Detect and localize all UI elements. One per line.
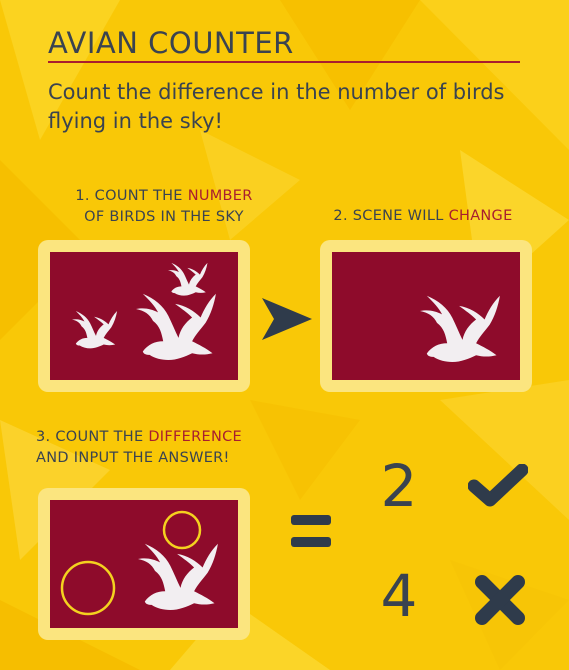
step-3-prefix: 3. COUNT THE xyxy=(36,429,149,445)
bird-icon xyxy=(138,543,218,610)
scene-1-birds xyxy=(72,262,216,360)
missing-bird-circle xyxy=(60,560,116,616)
page-title: AVIAN COUNTER xyxy=(48,26,294,60)
check-icon xyxy=(468,464,528,507)
scene-3-sky xyxy=(50,500,238,628)
step-3-label: 3. COUNT THE DIFFERENCE AND INPUT THE AN… xyxy=(36,427,298,469)
bird-icon xyxy=(136,293,216,360)
missing-bird-circle xyxy=(162,510,202,550)
scene-2-birds xyxy=(420,295,500,362)
title-underline xyxy=(48,61,520,63)
answer-option-2[interactable]: 2 xyxy=(380,452,418,520)
step-1-highlight: NUMBER xyxy=(187,188,253,204)
step-3-line2: AND INPUT THE ANSWER! xyxy=(36,450,230,466)
step-1-label: 1. COUNT THE NUMBER OF BIRDS IN THE SKY xyxy=(44,186,284,228)
step-3-highlight: DIFFERENCE xyxy=(148,429,242,445)
arrow-right-icon xyxy=(262,298,312,340)
step-2-highlight: CHANGE xyxy=(448,208,513,224)
scene-3-frame xyxy=(38,488,250,640)
scene-1-sky xyxy=(50,252,238,380)
step-1-line2: OF BIRDS IN THE SKY xyxy=(84,209,244,225)
scene-3-scene xyxy=(60,510,218,616)
step-2-label: 2. SCENE WILL CHANGE xyxy=(303,206,543,227)
scene-2-frame xyxy=(320,240,532,392)
step-1-prefix: 1. COUNT THE xyxy=(75,188,188,204)
bird-icon xyxy=(72,310,118,349)
bird-icon xyxy=(168,262,208,296)
cross-icon xyxy=(475,575,525,625)
scene-2-sky xyxy=(332,252,520,380)
answer-option-4[interactable]: 4 xyxy=(380,562,418,630)
bird-icon xyxy=(420,295,500,362)
scene-1-frame xyxy=(38,240,250,392)
instructions-text: Count the difference in the number of bi… xyxy=(48,80,505,133)
step-2-prefix: 2. SCENE WILL xyxy=(333,208,449,224)
equals-icon xyxy=(291,515,331,547)
